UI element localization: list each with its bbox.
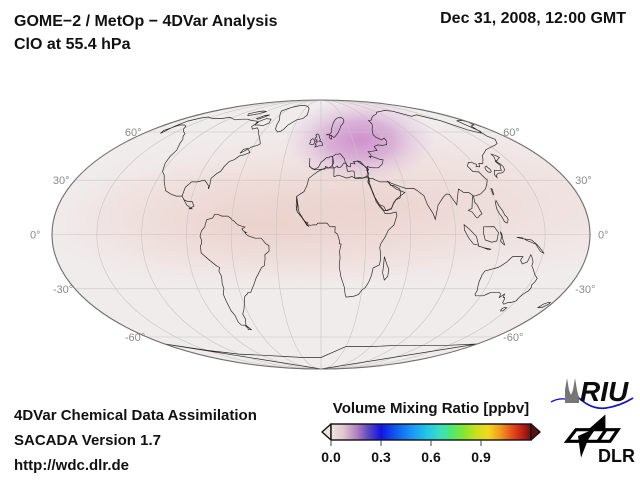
svg-text:RIU: RIU bbox=[580, 376, 629, 407]
svg-text:DLR: DLR bbox=[598, 446, 635, 466]
